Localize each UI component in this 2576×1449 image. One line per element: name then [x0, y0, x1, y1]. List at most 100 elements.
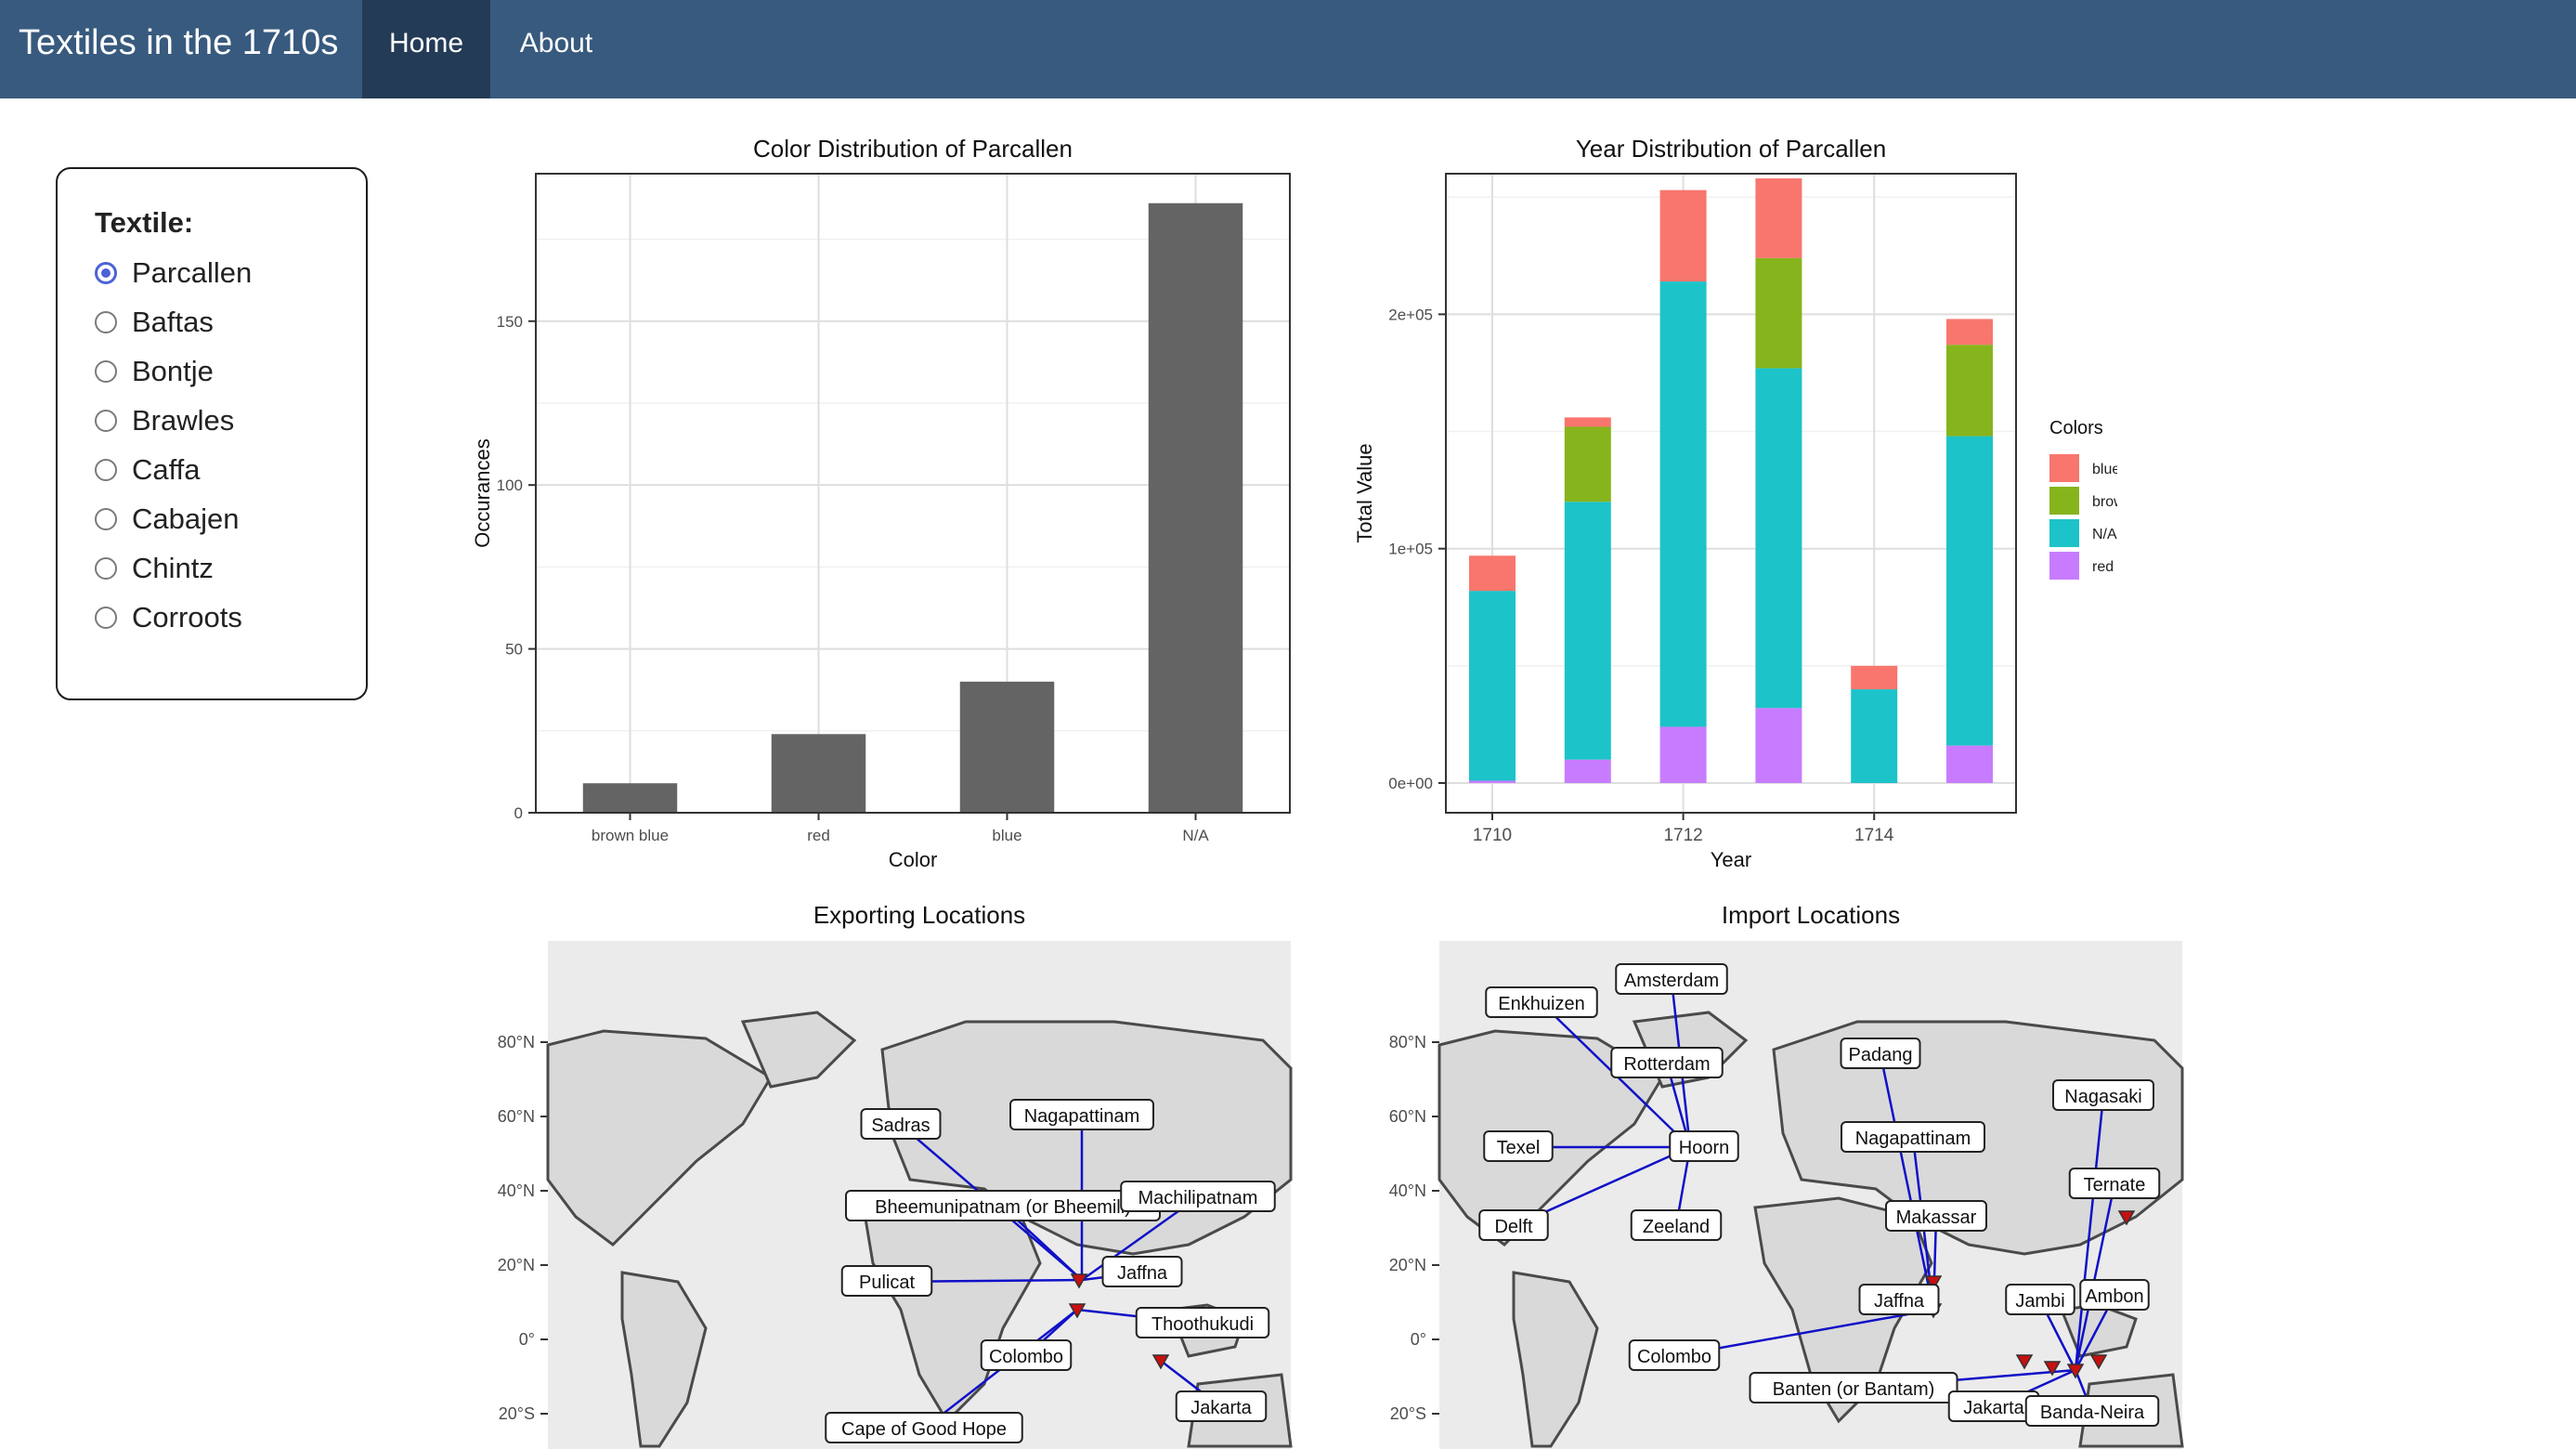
- label-box: [1485, 986, 1598, 1018]
- label-box: [1135, 1307, 1270, 1338]
- radio-button[interactable]: [95, 459, 117, 481]
- location-label: Nagasaki: [2052, 1079, 2154, 1111]
- y-axis-label: Occurances: [471, 438, 494, 547]
- label-text: Texel: [1497, 1138, 1541, 1158]
- bar-segment-1713-red: [1755, 708, 1802, 783]
- landmass: [740, 1011, 857, 1089]
- x-tick-label: 1710: [1473, 826, 1512, 845]
- label-text: Makassar: [1896, 1208, 1977, 1228]
- tab-about[interactable]: About: [519, 28, 593, 59]
- latitude-label: 0°: [519, 1330, 535, 1349]
- location-label: Cape of Good Hope: [825, 1412, 1023, 1443]
- label-text: Ternate: [2084, 1175, 2146, 1195]
- location-marker: [1068, 1303, 1086, 1319]
- y-tick-label: 2e+05: [1388, 306, 1433, 323]
- label-text: Enkhuizen: [1498, 994, 1584, 1014]
- label-text: Nagasaki: [2064, 1087, 2141, 1107]
- plot-border: [1445, 173, 2017, 814]
- label-box: [1630, 1209, 1723, 1241]
- label-box: [2079, 1279, 2150, 1311]
- chart-title-year: Year Distribution of Parcallen: [1575, 135, 1887, 163]
- label-text: Pulicat: [859, 1273, 915, 1293]
- radio-button[interactable]: [95, 311, 117, 333]
- bar-segment-1710-blue: [1469, 555, 1516, 592]
- map-title-export: Exporting Locations: [813, 901, 1026, 929]
- y-axis-label: Total Value: [1353, 443, 1376, 542]
- bar-segment-1712-red: [1659, 726, 1707, 783]
- location-label: Banda-Neira: [2024, 1395, 2160, 1427]
- radio-button[interactable]: [95, 508, 117, 530]
- latitude-label: 20°N: [498, 1256, 535, 1274]
- location-label: Thoothukudi: [1135, 1307, 1270, 1338]
- label-text: Jaffna: [1874, 1291, 1925, 1312]
- location-label: Colombo: [980, 1339, 1073, 1371]
- radio-button[interactable]: [95, 410, 117, 432]
- location-marker: [1924, 1275, 1943, 1291]
- bar-segment-1715-n-a: [1946, 436, 1993, 746]
- label-text: Banda-Neira: [2040, 1403, 2145, 1423]
- location-marker: [1070, 1273, 1088, 1289]
- label-text: Jaffna: [1117, 1263, 1168, 1284]
- exporting-locations-map: 80°N 60°N 40°N 20°N 0° 20°S Sadras Nagapattinam…: [498, 941, 1293, 1449]
- plot-border: [535, 173, 1291, 814]
- radio-button[interactable]: [95, 607, 117, 629]
- x-tick-label: red: [807, 827, 830, 844]
- label-text: Nagapattinam: [1855, 1129, 1971, 1149]
- location-label: Jakarta: [1175, 1390, 1268, 1422]
- y-tick-label: 150: [497, 313, 523, 331]
- radio-button[interactable]: [95, 557, 117, 580]
- legend-label: brown blue: [2092, 494, 2117, 510]
- radio-button[interactable]: [95, 262, 117, 284]
- bar-n-a: [1148, 202, 1243, 813]
- label-text: Jakarta: [1963, 1398, 2024, 1418]
- latitude-label: 60°N: [498, 1107, 535, 1126]
- location-label: Enkhuizen: [1485, 986, 1598, 1018]
- location-marker: [1151, 1354, 1170, 1370]
- route-line: [1879, 1053, 1935, 1311]
- label-text: Banten (or Bantam): [1773, 1379, 1935, 1400]
- label-box: [1749, 1372, 1958, 1403]
- bar-segment-1713-brown-blue: [1755, 257, 1802, 369]
- label-text: Rotterdam: [1623, 1054, 1710, 1075]
- bar-segment-1714-n-a: [1851, 689, 1898, 783]
- landmass: [1512, 1271, 1599, 1448]
- label-box: [1885, 1200, 1987, 1232]
- bar-segment-1714-blue: [1851, 665, 1898, 690]
- location-marker: [2043, 1361, 2062, 1377]
- landmass: [620, 1271, 708, 1448]
- label-text: Colombo: [989, 1347, 1063, 1367]
- x-tick-label: N/A: [1182, 827, 1209, 844]
- radio-button[interactable]: [95, 360, 117, 383]
- bar-segment-1712-blue: [1659, 189, 1707, 282]
- label-box: [1610, 1047, 1724, 1078]
- legend-label: red: [2092, 559, 2114, 575]
- navbar: Textiles in the 1710s Home About: [0, 0, 2576, 98]
- location-label: Ternate: [2068, 1168, 2161, 1199]
- route-line: [2074, 1095, 2105, 1371]
- location-label: Sadras: [860, 1108, 942, 1140]
- legend-swatch: [2049, 552, 2079, 580]
- bar-segment-1710-red: [1469, 780, 1516, 783]
- label-box: [1009, 1099, 1154, 1130]
- landmass: [546, 1029, 774, 1247]
- tab-home[interactable]: Home: [362, 0, 490, 98]
- x-tick-label: blue: [992, 827, 1021, 844]
- label-box: [840, 1265, 933, 1297]
- latitude-label: 40°N: [1389, 1181, 1426, 1200]
- location-label: Bheemunipatnam (or Bheemili): [845, 1190, 1161, 1221]
- label-text: Nagapattinam: [1024, 1106, 1140, 1127]
- radio-label: Bontje: [132, 355, 214, 387]
- latitude-label: 20°S: [1390, 1404, 1426, 1423]
- bar-segment-1715-brown-blue: [1946, 345, 1993, 437]
- label-box: [1858, 1284, 1940, 1315]
- label-box: [2005, 1284, 2075, 1315]
- latitude-label: 80°N: [1389, 1033, 1426, 1051]
- bar-segment-1715-blue: [1946, 319, 1993, 346]
- y-tick-label: 1e+05: [1388, 541, 1433, 558]
- map-title-import: Import Locations: [1721, 901, 1901, 929]
- bar-segment-1713-n-a: [1755, 368, 1802, 709]
- latitude-label: 80°N: [498, 1033, 535, 1051]
- label-text: Ambon: [2085, 1286, 2143, 1307]
- label-box: [1669, 1130, 1739, 1162]
- legend-swatch: [2049, 487, 2079, 515]
